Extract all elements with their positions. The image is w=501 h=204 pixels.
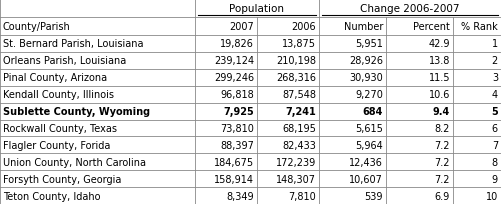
Text: % Rank: % Rank xyxy=(461,22,498,32)
Text: 96,818: 96,818 xyxy=(220,90,254,100)
Text: Percent: Percent xyxy=(413,22,450,32)
Text: 7,241: 7,241 xyxy=(285,106,316,116)
Text: 2: 2 xyxy=(492,56,498,66)
Text: 9,270: 9,270 xyxy=(355,90,383,100)
Text: 3: 3 xyxy=(492,73,498,83)
Text: 268,316: 268,316 xyxy=(276,73,316,83)
Text: 184,675: 184,675 xyxy=(214,157,254,167)
Text: 148,307: 148,307 xyxy=(276,174,316,184)
Text: 87,548: 87,548 xyxy=(282,90,316,100)
Text: 299,246: 299,246 xyxy=(214,73,254,83)
Text: 5,615: 5,615 xyxy=(355,123,383,133)
Text: Rockwall County, Texas: Rockwall County, Texas xyxy=(3,123,117,133)
Text: 9: 9 xyxy=(492,174,498,184)
Text: 10.6: 10.6 xyxy=(429,90,450,100)
Text: 210,198: 210,198 xyxy=(276,56,316,66)
Text: 13,875: 13,875 xyxy=(282,39,316,49)
Text: 19,826: 19,826 xyxy=(220,39,254,49)
Text: Sublette County, Wyoming: Sublette County, Wyoming xyxy=(3,106,150,116)
Text: Population: Population xyxy=(229,4,285,14)
Text: 7: 7 xyxy=(492,140,498,150)
Text: 539: 539 xyxy=(365,191,383,201)
Text: 12,436: 12,436 xyxy=(349,157,383,167)
Text: 4: 4 xyxy=(492,90,498,100)
Text: Kendall County, Illinois: Kendall County, Illinois xyxy=(3,90,114,100)
Text: Number: Number xyxy=(344,22,383,32)
Text: 158,914: 158,914 xyxy=(214,174,254,184)
Text: 9.4: 9.4 xyxy=(433,106,450,116)
Text: 8,349: 8,349 xyxy=(226,191,254,201)
Text: 684: 684 xyxy=(363,106,383,116)
Text: 42.9: 42.9 xyxy=(428,39,450,49)
Text: 10: 10 xyxy=(486,191,498,201)
Text: County/Parish: County/Parish xyxy=(3,22,71,32)
Text: 7,810: 7,810 xyxy=(288,191,316,201)
Text: 7.2: 7.2 xyxy=(434,174,450,184)
Text: 1: 1 xyxy=(492,39,498,49)
Text: 172,239: 172,239 xyxy=(276,157,316,167)
Text: 11.5: 11.5 xyxy=(428,73,450,83)
Text: 7.2: 7.2 xyxy=(434,140,450,150)
Text: 7,925: 7,925 xyxy=(223,106,254,116)
Text: 7.2: 7.2 xyxy=(434,157,450,167)
Text: 88,397: 88,397 xyxy=(220,140,254,150)
Text: 5: 5 xyxy=(491,106,498,116)
Text: 2007: 2007 xyxy=(229,22,254,32)
Text: Forsyth County, Georgia: Forsyth County, Georgia xyxy=(3,174,121,184)
Text: Change 2006-2007: Change 2006-2007 xyxy=(360,4,460,14)
Text: 5,951: 5,951 xyxy=(355,39,383,49)
Text: 5,964: 5,964 xyxy=(355,140,383,150)
Text: 8.2: 8.2 xyxy=(435,123,450,133)
Text: Pinal County, Arizona: Pinal County, Arizona xyxy=(3,73,107,83)
Text: 13.8: 13.8 xyxy=(429,56,450,66)
Text: 68,195: 68,195 xyxy=(282,123,316,133)
Text: Orleans Parish, Louisiana: Orleans Parish, Louisiana xyxy=(3,56,126,66)
Text: Union County, North Carolina: Union County, North Carolina xyxy=(3,157,146,167)
Text: Teton County, Idaho: Teton County, Idaho xyxy=(3,191,101,201)
Text: 30,930: 30,930 xyxy=(349,73,383,83)
Text: Flagler County, Forida: Flagler County, Forida xyxy=(3,140,110,150)
Text: 28,926: 28,926 xyxy=(349,56,383,66)
Text: 6: 6 xyxy=(492,123,498,133)
Text: 82,433: 82,433 xyxy=(282,140,316,150)
Text: St. Bernard Parish, Louisiana: St. Bernard Parish, Louisiana xyxy=(3,39,143,49)
Text: 6.9: 6.9 xyxy=(435,191,450,201)
Text: 239,124: 239,124 xyxy=(214,56,254,66)
Text: 73,810: 73,810 xyxy=(220,123,254,133)
Text: 2006: 2006 xyxy=(292,22,316,32)
Text: 8: 8 xyxy=(492,157,498,167)
Text: 10,607: 10,607 xyxy=(349,174,383,184)
